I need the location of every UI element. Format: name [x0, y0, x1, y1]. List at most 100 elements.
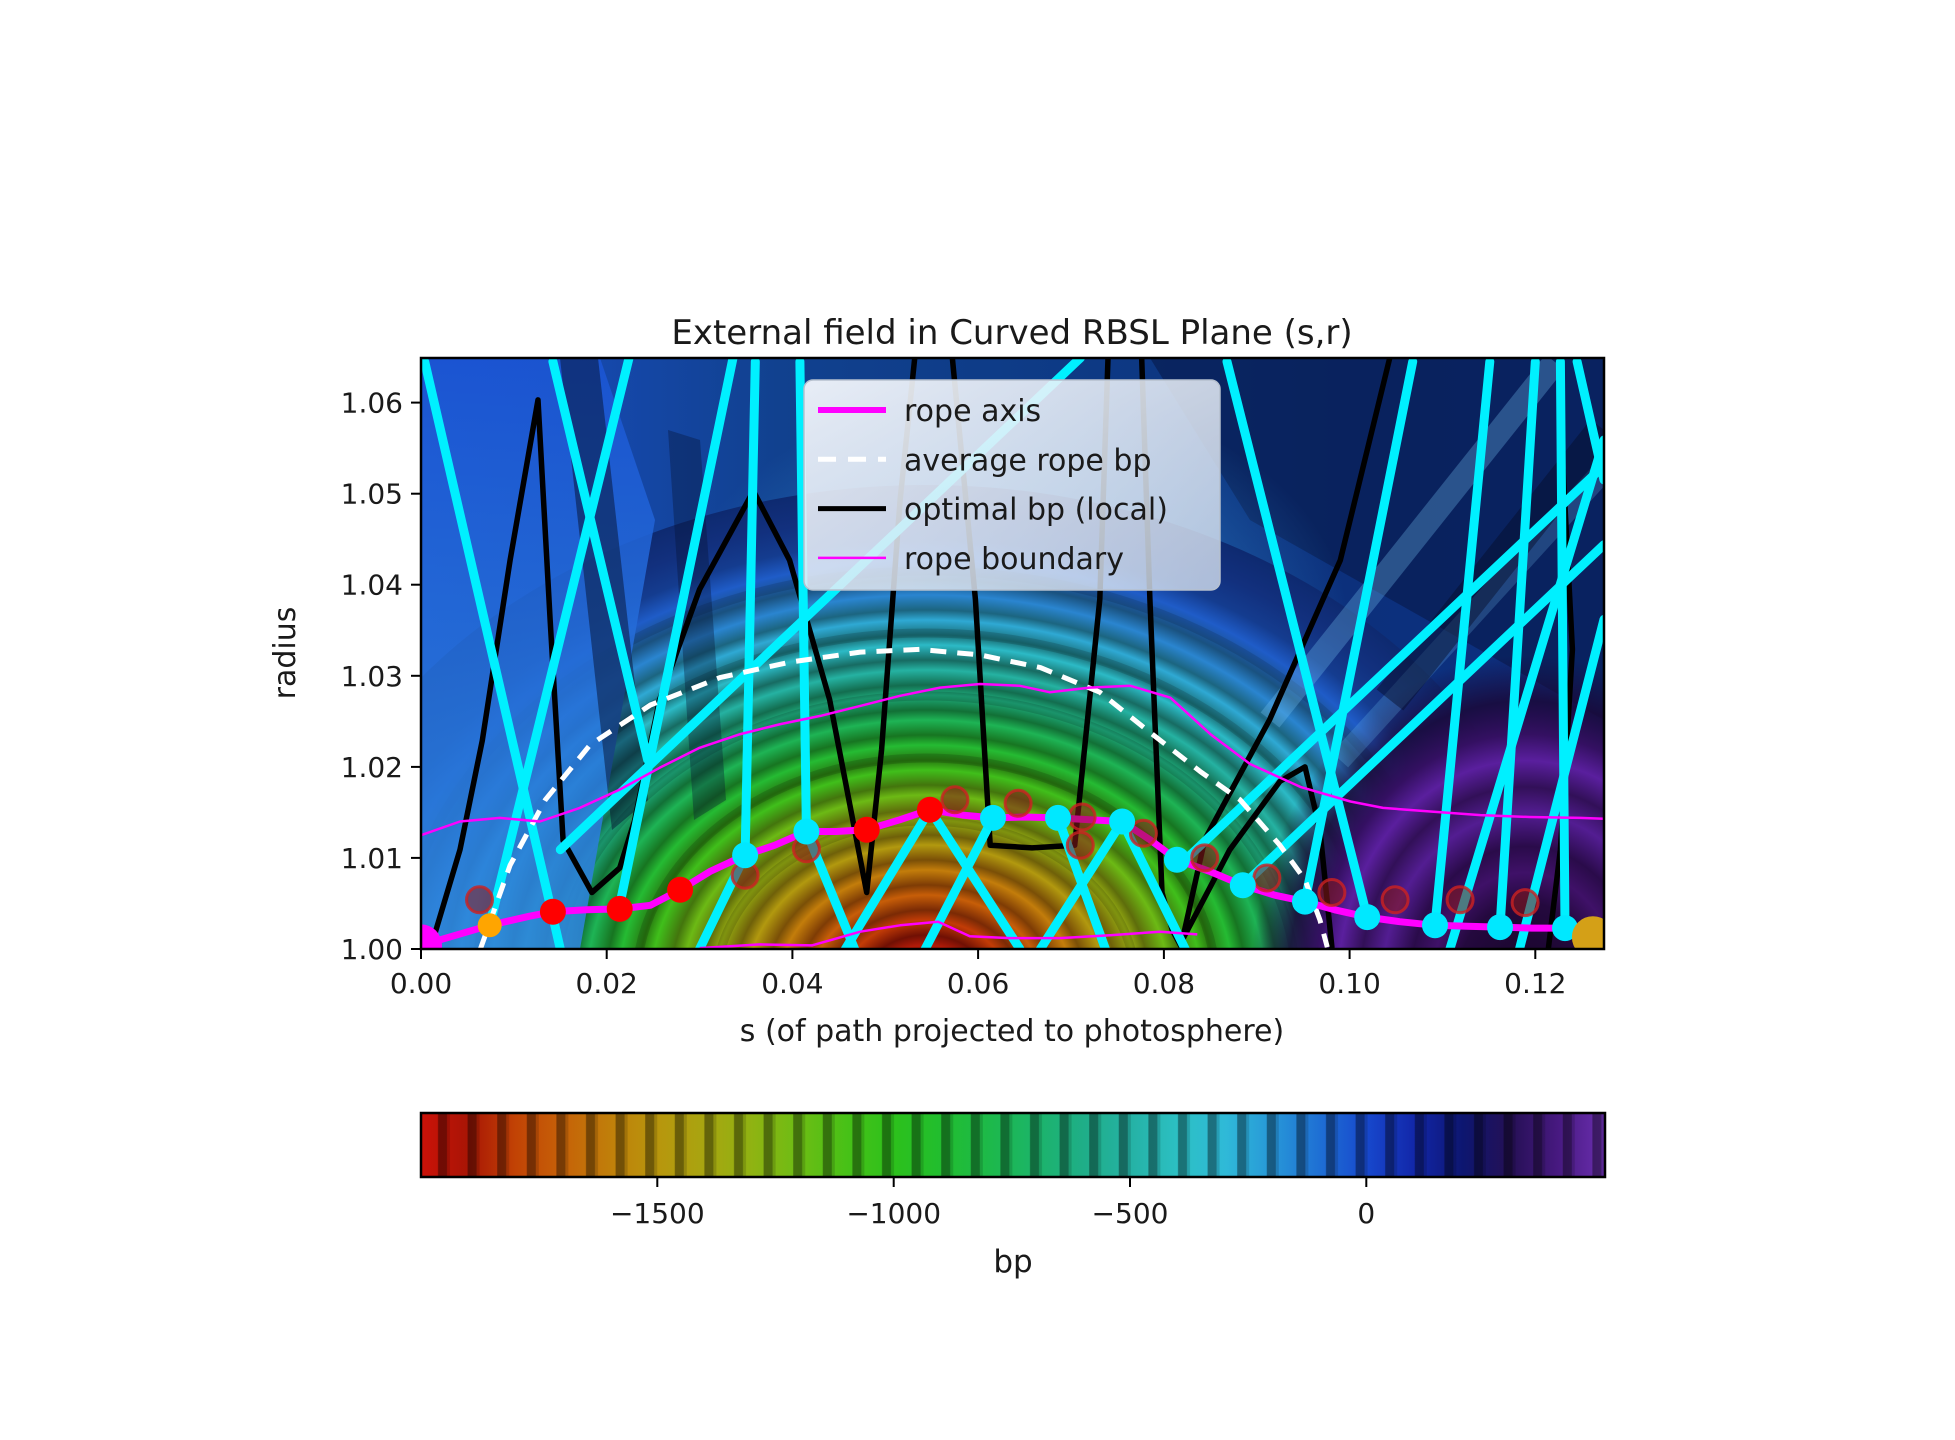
cyan-field-line: [1445, 435, 1604, 949]
colorbar: −1500 −1000 −500 0 bp: [419, 1111, 1607, 1280]
cyan-field-line: [548, 358, 653, 765]
rope-axis-marker: [539, 898, 566, 925]
rope-axis-marker: [421, 924, 442, 949]
average-rope-bp-curve: [478, 646, 1330, 949]
rope-axis-marker: [1571, 916, 1604, 949]
rope-axis-marker: [1552, 915, 1578, 942]
rope-axis-marker: [1422, 912, 1448, 939]
cyan-field-line: [485, 358, 634, 930]
rope-boundary-upper: [421, 682, 1604, 837]
x-tick-label: 0.04: [761, 967, 823, 1000]
faded-marker: [465, 885, 494, 915]
x-tick-label: 0.10: [1318, 967, 1380, 1000]
rope-axis-marker: [477, 913, 502, 938]
cyan-field-line: [1238, 540, 1604, 890]
cyan-field-line: [920, 813, 998, 949]
heatmap-rings: [421, 485, 1565, 949]
cyan-field-line: [421, 358, 565, 949]
x-tick-label: 0.08: [1133, 967, 1195, 1000]
cyan-field-line: [1495, 358, 1540, 932]
faded-marker: [1252, 863, 1282, 893]
faded-marker: [1317, 878, 1347, 907]
faded-marker: [1510, 888, 1540, 918]
heatmap-dark-band: [668, 430, 726, 820]
faded-marker: [1003, 788, 1033, 818]
cyan-field-line: [1222, 358, 1372, 922]
cyan-field-line: [740, 358, 760, 860]
y-tick-label: 1.05: [341, 478, 403, 511]
ring-contour: [635, 753, 1217, 949]
cyan-field-line: [1430, 358, 1495, 930]
legend-items: rope axis average rope bp optimal bp (loca…: [818, 394, 1168, 577]
legend-label: optimal bp (local): [904, 493, 1168, 528]
x-tick-label: 0.06: [947, 967, 1009, 1000]
y-tick-label: 1.01: [341, 842, 403, 875]
cyan-field-line: [925, 805, 1025, 949]
markers-layer: [421, 785, 1604, 949]
x-axis-label: s (of path projected to photosphere): [740, 1014, 1284, 1049]
faded-marker: [1128, 818, 1158, 848]
rope-axis-marker: [793, 818, 820, 845]
cyan-field-line: [840, 805, 935, 949]
x-tick-label: 0.00: [390, 967, 452, 1000]
faded-marker: [1445, 885, 1475, 915]
y-tick-label: 1.02: [341, 751, 403, 784]
colorbar-ticks: −1500 −1000 −500 0: [610, 1177, 1375, 1230]
rope-axis-marker: [606, 895, 633, 922]
colorbar-border: [419, 1111, 1607, 1179]
colorbar-tick-label: −500: [1092, 1197, 1169, 1230]
cyan-field-line: [1035, 817, 1127, 949]
rope-axis-marker: [1487, 914, 1513, 941]
cyan-field-line: [795, 358, 811, 836]
x-tick-label: 0.02: [576, 967, 638, 1000]
rope-boundary-layer: [421, 682, 1604, 949]
rope-boundary-lower: [699, 920, 1198, 949]
legend-box: [803, 379, 1221, 591]
optimal-bp-curve: [1179, 358, 1393, 949]
ring-contour: [554, 691, 1298, 949]
y-tick-label: 1.00: [341, 933, 403, 966]
rope-axis-marker: [1292, 888, 1318, 915]
ring-contour: [473, 628, 1379, 949]
legend-label: rope boundary: [904, 542, 1124, 577]
y-tick-label: 1.03: [341, 660, 403, 693]
y-axis-label: radius: [268, 607, 303, 700]
x-tick-label: 0.12: [1504, 967, 1566, 1000]
faded-marker: [1380, 885, 1410, 915]
legend: rope axis average rope bp optimal bp (loca…: [803, 379, 1221, 591]
rope-axis-marker: [732, 842, 759, 869]
colorbar-tick-label: −1000: [846, 1197, 941, 1230]
faded-marker: [940, 785, 970, 815]
rope-axis-marker: [916, 796, 943, 823]
plot-border: [419, 356, 1606, 951]
legend-label: rope axis: [904, 394, 1041, 429]
faded-marker: [1067, 802, 1097, 832]
rope-axis-marker: [1354, 904, 1381, 931]
rope-axis-marker: [1045, 804, 1071, 831]
colorbar-label: bp: [993, 1244, 1032, 1280]
optimal-bp-curve: [949, 358, 1111, 851]
cyan-field-line: [1177, 461, 1604, 867]
y-tick-label: 1.06: [341, 387, 403, 420]
axis-layer: 0.00 0.02 0.04 0.06 0.08 0.10 0.12 1.00 1.01 1.02…: [341, 387, 1567, 1000]
chart-title: External field in Curved RBSL Plane (s,r…: [671, 313, 1352, 353]
rope-axis-marker: [1109, 808, 1136, 835]
cyan-field-line: [1555, 358, 1570, 933]
rope-axis-marker: [1229, 872, 1256, 899]
cyan-field-line: [615, 358, 738, 910]
y-tick-label: 1.04: [341, 569, 403, 602]
legend-label: average rope bp: [904, 443, 1152, 478]
colorbar-bands: [421, 1113, 1605, 1177]
colorbar-tick-label: −1500: [610, 1197, 705, 1230]
rope-axis-marker: [667, 876, 694, 903]
average-bp-layer: [478, 646, 1330, 949]
rope-axis-marker: [853, 816, 880, 843]
heatmap-light-streak: [1260, 358, 1565, 728]
rope-axis-marker: [1163, 846, 1190, 873]
faded-marker: [1065, 830, 1095, 860]
faded-marker: [1190, 843, 1220, 873]
colorbar-tick-label: 0: [1357, 1197, 1375, 1230]
rope-axis-marker: [980, 804, 1006, 831]
